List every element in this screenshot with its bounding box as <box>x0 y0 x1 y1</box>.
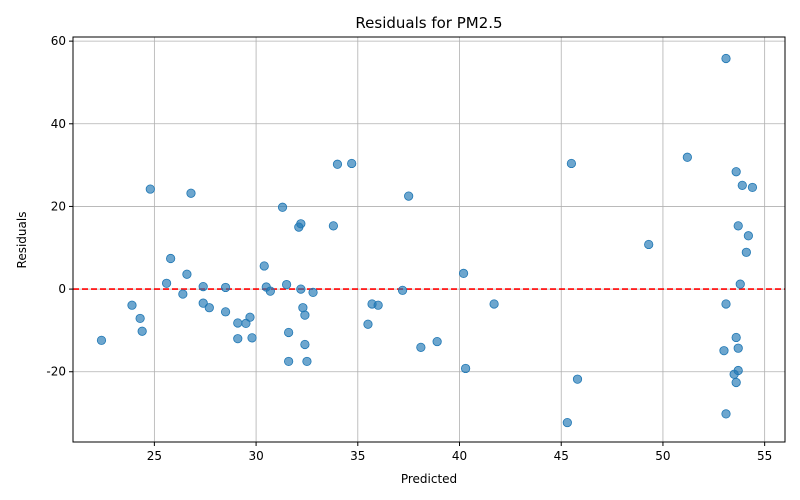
data-point <box>733 221 743 231</box>
data-point <box>332 159 343 169</box>
y-tick-label: 20 <box>51 199 66 213</box>
data-point <box>721 53 731 64</box>
data-point <box>166 253 176 264</box>
data-point <box>404 191 414 201</box>
data-point <box>182 269 192 279</box>
data-point <box>233 318 243 328</box>
y-tick-label: 40 <box>51 117 66 131</box>
y-axis-label: Residuals <box>15 212 29 269</box>
data-point <box>719 346 729 356</box>
data-point <box>186 188 196 198</box>
data-point <box>721 409 731 419</box>
data-point <box>233 334 243 344</box>
data-point <box>735 279 745 289</box>
data-point <box>161 278 172 288</box>
data-point <box>566 158 577 169</box>
data-point <box>747 182 758 193</box>
data-point <box>461 363 471 374</box>
data-point <box>731 332 741 343</box>
data-point <box>281 279 292 290</box>
x-tick-label: 50 <box>655 449 670 463</box>
data-point <box>96 335 107 345</box>
data-point <box>347 158 357 169</box>
data-point <box>416 342 426 352</box>
x-tick-label: 25 <box>147 449 162 463</box>
x-tick-label: 30 <box>248 449 263 463</box>
data-point <box>328 221 338 231</box>
data-point <box>300 339 310 350</box>
y-tick-label: -20 <box>46 365 66 379</box>
data-point <box>721 299 731 309</box>
plot-frame <box>72 36 786 443</box>
data-point <box>432 336 442 347</box>
data-point <box>198 298 208 308</box>
x-axis-ticks: 25 30 35 40 45 50 55 <box>147 442 772 463</box>
chart-title: Residuals for PM2.5 <box>355 14 502 32</box>
grid <box>73 37 785 442</box>
data-point <box>245 312 255 322</box>
data-point <box>277 202 288 212</box>
data-point <box>198 282 208 292</box>
data-point <box>682 152 692 162</box>
data-point <box>397 285 408 295</box>
data-point <box>259 261 269 271</box>
data-point <box>743 231 753 241</box>
data-point <box>284 327 294 338</box>
data-point <box>135 313 145 324</box>
data-point <box>302 356 312 367</box>
data-point <box>562 417 572 428</box>
data-point <box>247 333 257 343</box>
data-point <box>300 310 310 320</box>
data-point <box>458 268 469 278</box>
data-point <box>572 374 583 384</box>
data-point <box>284 356 294 367</box>
x-tick-label: 40 <box>452 449 467 463</box>
x-tick-label: 45 <box>554 449 569 463</box>
data-point <box>737 180 747 190</box>
data-point <box>204 303 214 313</box>
x-tick-label: 55 <box>757 449 772 463</box>
data-point <box>308 287 318 297</box>
y-tick-label: 0 <box>58 282 66 296</box>
y-axis-ticks: -20 0 20 40 60 <box>46 34 73 379</box>
data-point <box>363 319 373 329</box>
data-point <box>296 219 306 229</box>
data-point <box>731 167 741 177</box>
scatter-points <box>96 53 758 428</box>
data-point <box>373 300 383 310</box>
x-tick-label: 35 <box>350 449 365 463</box>
data-point <box>644 239 654 250</box>
data-point <box>265 286 275 296</box>
x-axis-label: Predicted <box>401 472 457 486</box>
data-point <box>220 307 231 317</box>
y-tick-label: 60 <box>51 34 66 48</box>
data-point <box>178 289 188 299</box>
data-point <box>127 300 137 310</box>
data-point <box>145 184 155 194</box>
data-point <box>731 377 741 388</box>
data-point <box>733 365 743 376</box>
data-point <box>741 247 751 257</box>
data-point <box>296 284 306 294</box>
data-point <box>489 299 499 309</box>
data-point <box>733 343 743 353</box>
data-point <box>137 326 147 336</box>
data-point <box>220 282 231 293</box>
